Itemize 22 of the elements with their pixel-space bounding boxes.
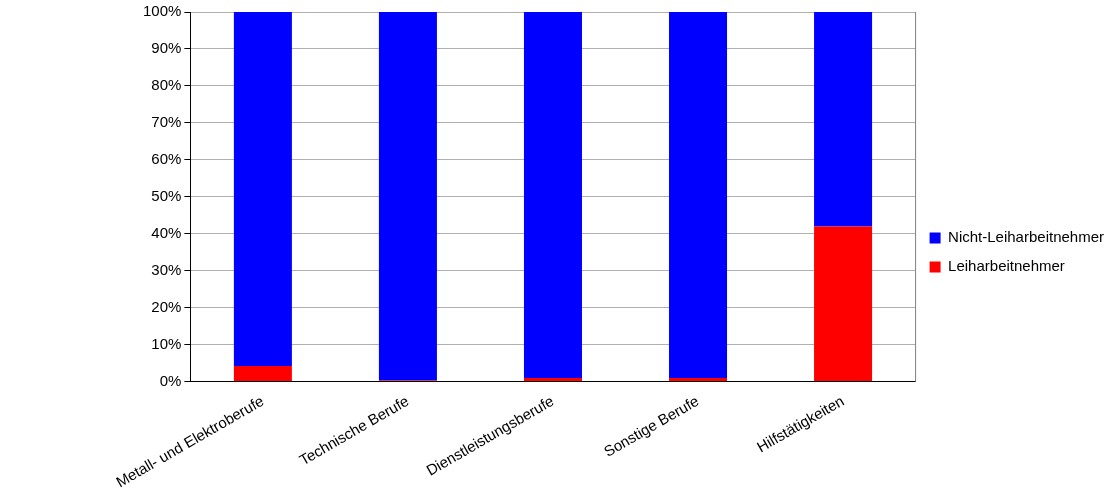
bar (523, 377, 582, 382)
y-tick-label: 10% (151, 334, 182, 352)
y-tick-label: 90% (151, 39, 182, 57)
bar (233, 366, 292, 382)
bar (669, 377, 728, 382)
y-tick-label: 100% (142, 2, 182, 20)
y-tick-label: 30% (151, 260, 182, 278)
bar (814, 12, 873, 227)
legend-label: Leiharbeitnehmer (948, 257, 1065, 275)
bar (523, 12, 582, 378)
y-tick-label: 50% (151, 186, 182, 204)
bar (378, 12, 437, 381)
y-tick-label: 60% (151, 149, 182, 167)
y-tick-label: 20% (151, 297, 182, 315)
bar (814, 226, 873, 382)
y-tick-label: 80% (151, 76, 182, 94)
y-tick-label: 70% (151, 113, 182, 131)
bar (669, 12, 728, 378)
y-tick-label: 40% (151, 223, 182, 241)
legend-label: Nicht-Leiharbeitnehmer (948, 228, 1105, 246)
y-tick-label: 0% (159, 371, 182, 389)
bar (233, 12, 292, 367)
